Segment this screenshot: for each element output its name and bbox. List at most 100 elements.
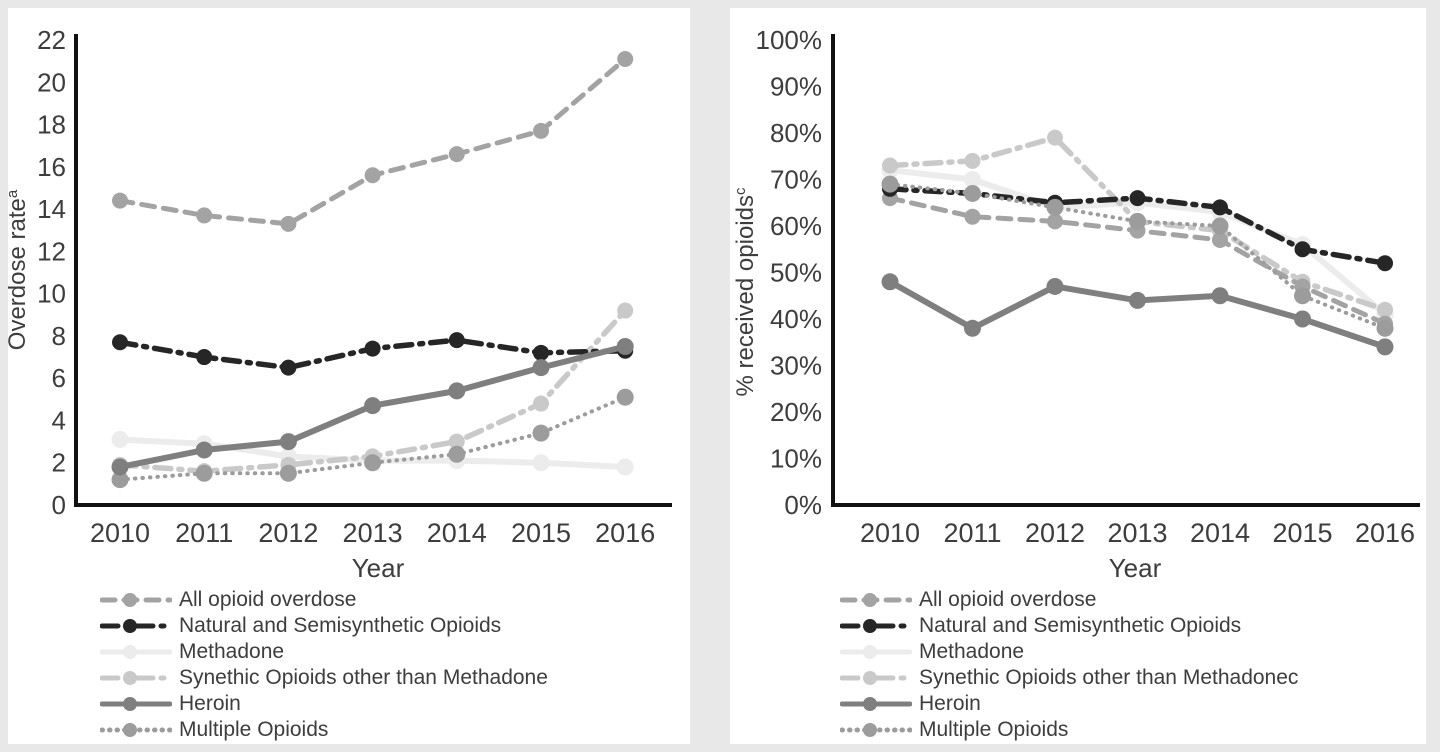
- data-point: [882, 157, 898, 174]
- y-tick-label: 40%: [770, 304, 822, 334]
- all-opioid-overdose-line-icon: [100, 593, 172, 607]
- legend-marker-sample: [123, 619, 137, 633]
- legend-label: Synethic Opioids other than Methadone: [179, 666, 548, 689]
- data-point: [532, 359, 550, 377]
- y-tick-label: 18: [37, 110, 66, 140]
- legend-label: All opioid overdose: [919, 588, 1097, 611]
- y-tick-label: 14: [37, 194, 66, 224]
- data-point: [532, 454, 550, 472]
- data-point: [1046, 277, 1064, 295]
- data-point: [532, 424, 550, 442]
- x-tick-label: 2015: [1272, 518, 1332, 548]
- x-tick-label: 2015: [511, 518, 571, 548]
- legend-item-multiple-opioids: Multiple Opioids: [100, 717, 548, 743]
- data-point: [1376, 338, 1394, 356]
- data-point: [111, 430, 129, 448]
- legend-marker-sample: [863, 645, 877, 659]
- x-axis-title: Year: [352, 553, 405, 583]
- data-point: [448, 445, 466, 463]
- legend-label: All opioid overdose: [179, 588, 357, 611]
- y-tick-label: 0%: [784, 490, 822, 520]
- legend-label: Natural and Semisynthetic Opioids: [919, 614, 1242, 637]
- y-tick-label: 4: [52, 405, 66, 435]
- natural-semisynthetic-line-icon: [100, 619, 172, 633]
- data-point: [196, 207, 213, 224]
- legend-item-methadone: Methadone: [840, 639, 1298, 665]
- data-point: [112, 334, 128, 351]
- legend-marker-sample: [123, 671, 137, 685]
- y-tick-label: 6: [52, 363, 66, 393]
- x-tick-label: 2010: [860, 518, 920, 548]
- data-point: [448, 382, 466, 400]
- legend-item-all-opioid-overdose: All opioid overdose: [100, 587, 548, 613]
- data-point: [616, 337, 634, 355]
- data-point: [112, 192, 128, 209]
- legend-item-heroin: Heroin: [840, 691, 1298, 717]
- series-line-synethic-opioids-other-than-methadone: [117, 307, 628, 474]
- data-point: [533, 395, 549, 412]
- data-point: [1377, 255, 1393, 272]
- overdose-rate-legend: All opioid overdose Natural and Semisynt…: [100, 587, 548, 743]
- legend-label: Heroin: [179, 692, 241, 715]
- heroin-line-icon: [100, 697, 172, 711]
- data-point: [881, 175, 899, 193]
- y-axis-title: Overdose ratea: [8, 189, 31, 350]
- multiple-opioids-line-icon: [840, 723, 912, 737]
- all-opioid-overdose-line-icon: [840, 593, 912, 607]
- data-point: [616, 458, 634, 476]
- synthetic-opioids-line-icon: [100, 671, 172, 685]
- legend-marker-sample: [123, 723, 137, 737]
- legend-label: Synethic Opioids other than Methadonec: [919, 666, 1299, 689]
- data-point: [617, 302, 634, 319]
- x-tick-label: 2011: [943, 518, 1001, 548]
- x-tick-label: 2012: [258, 518, 318, 548]
- x-tick-label: 2013: [1107, 518, 1167, 548]
- data-point: [964, 184, 981, 202]
- data-point: [364, 454, 382, 472]
- data-point: [616, 388, 634, 406]
- x-tick-label: 2013: [343, 518, 403, 548]
- y-tick-label: 22: [37, 25, 66, 55]
- data-point: [364, 340, 381, 357]
- y-tick-label: 0: [52, 490, 66, 520]
- data-point: [964, 208, 981, 225]
- data-point: [1294, 310, 1311, 328]
- percent-received-opioids-chart: 100% 90% 80% 70% 60% 50% 40% 30% 20% 10% 0% 2010 201…: [732, 25, 1420, 583]
- heroin-line-icon: [840, 697, 912, 711]
- data-point: [280, 359, 297, 376]
- legend-label: Multiple Opioids: [919, 718, 1069, 741]
- y-tick-label: 50%: [770, 258, 822, 288]
- data-point: [1211, 287, 1229, 305]
- legend-label: Multiple Opioids: [179, 718, 329, 741]
- data-point: [279, 433, 297, 451]
- data-point: [533, 344, 549, 361]
- data-point: [279, 464, 297, 482]
- legend-label: Heroin: [919, 692, 981, 715]
- data-point: [964, 171, 981, 188]
- data-point: [1211, 217, 1229, 235]
- x-tick-label: 2014: [1190, 518, 1250, 548]
- overdose-rate-chart-panel: 22 20 18 16 14 12 10 8 6 4 2 0 2010 2011 2012 2013 2014 2…: [8, 8, 690, 744]
- legend-label: Methadone: [919, 640, 1025, 663]
- data-point: [448, 146, 465, 163]
- y-tick-label: 12: [37, 236, 66, 266]
- legend-marker-sample: [863, 619, 877, 633]
- y-tick-label: 10: [37, 279, 66, 309]
- y-axis-title: % received opioidsc: [732, 187, 759, 396]
- data-point: [1294, 287, 1311, 305]
- y-tick-label: 2: [52, 448, 66, 478]
- methadone-line-icon: [100, 645, 172, 659]
- data-point: [1212, 231, 1228, 248]
- data-point: [1129, 190, 1146, 207]
- legend-marker-sample: [863, 593, 877, 607]
- data-point: [195, 441, 213, 459]
- series-line-all-opioid-overdose: [117, 56, 628, 227]
- data-point: [533, 122, 549, 139]
- data-point: [1129, 291, 1146, 309]
- x-tick-label: 2011: [175, 518, 233, 548]
- y-tick-label: 30%: [770, 351, 822, 381]
- x-axis-title: Year: [1109, 553, 1162, 583]
- data-point: [196, 349, 213, 366]
- data-point: [448, 433, 465, 450]
